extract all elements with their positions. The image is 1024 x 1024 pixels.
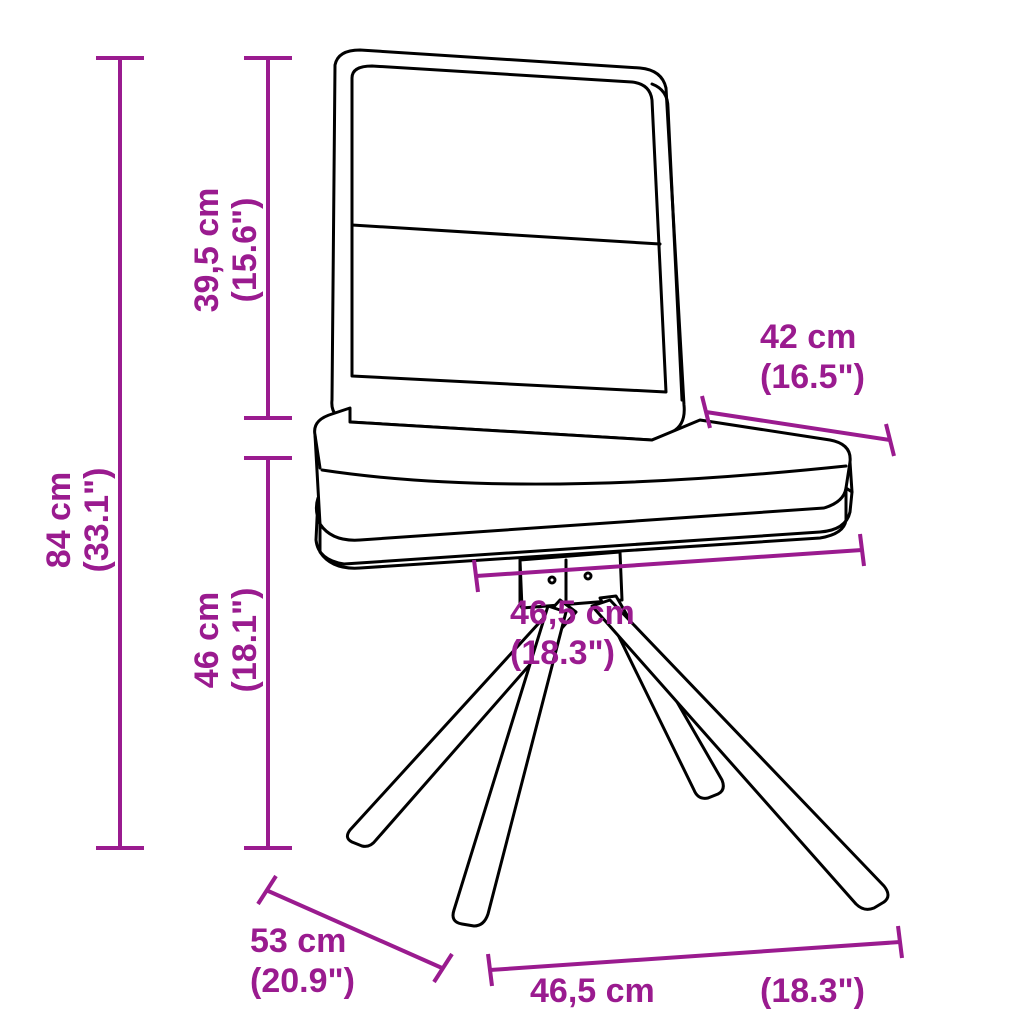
label-base-depth-in: (20.9") — [250, 962, 355, 1000]
label-total-height-in: (33.1") — [78, 468, 116, 573]
label-seat-depth-cm: 42 cm — [760, 318, 856, 356]
dimension-diagram: 84 cm (33.1") 39,5 cm (15.6") 46 cm (18.… — [0, 0, 1024, 1024]
label-seat-depth-in: (16.5") — [760, 358, 865, 396]
chair-drawing — [315, 50, 888, 926]
label-seat-width-in: (18.3") — [510, 634, 615, 672]
label-seat-width-cm: 46,5 cm — [510, 594, 635, 632]
label-seat-height-in: (18.1") — [226, 588, 264, 693]
label-seat-height-cm: 46 cm — [188, 592, 226, 688]
dim-total-height — [96, 58, 144, 848]
label-backrest-in: (15.6") — [226, 198, 264, 303]
label-total-height-cm: 84 cm — [40, 472, 78, 568]
label-base-depth-cm: 53 cm — [250, 922, 346, 960]
label-base-width-cm: 46,5 cm — [530, 972, 655, 1010]
label-base-width-in: (18.3") — [760, 972, 865, 1010]
chair-legs — [347, 596, 888, 926]
label-backrest-cm: 39,5 cm — [188, 188, 226, 313]
